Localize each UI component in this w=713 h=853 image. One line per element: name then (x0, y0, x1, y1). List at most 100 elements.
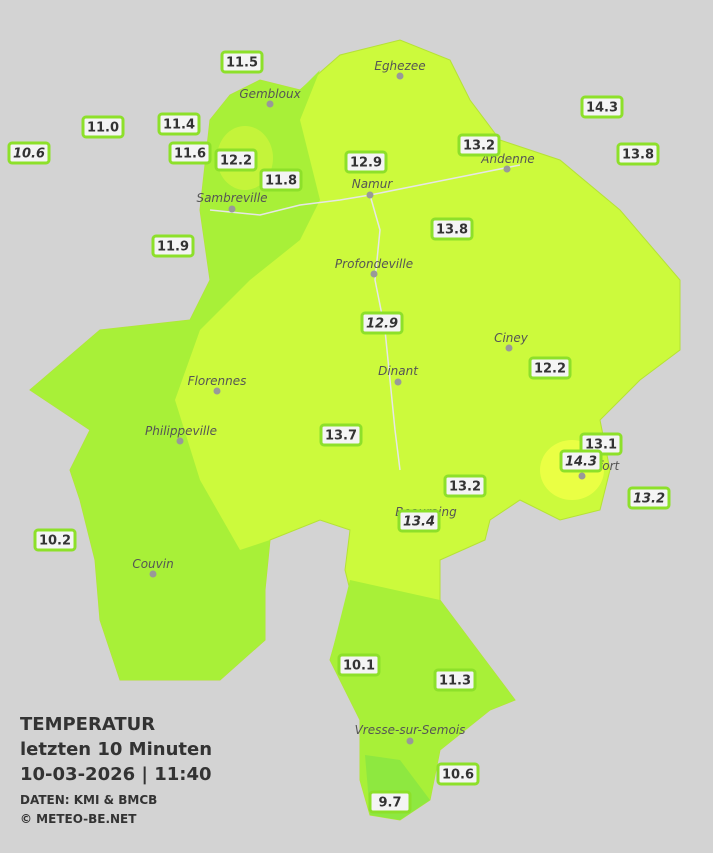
station-box (81, 115, 125, 139)
station-value: 14.3 (586, 101, 618, 116)
city-dot (396, 72, 404, 80)
legend-title: TEMPERATUR (20, 714, 155, 735)
city-dot (505, 344, 513, 352)
cooler-zone-west (30, 70, 320, 680)
legend-period: letzten 10 Minuten (20, 739, 212, 760)
station-value: 10.6 (442, 768, 474, 783)
station-box (157, 112, 201, 136)
station-box (220, 50, 264, 74)
station-value: 11.5 (226, 56, 258, 71)
station-box (151, 234, 195, 258)
station-value: 11.4 (163, 118, 195, 133)
city-dot (406, 737, 414, 745)
station-value: 10.6 (13, 147, 45, 162)
station-value: 11.3 (439, 674, 471, 689)
city-label: Dinant (378, 364, 419, 378)
station-label: 12.9 (344, 150, 388, 174)
station-box (344, 150, 388, 174)
station-box (360, 311, 404, 335)
station-label: 11.4 (157, 112, 201, 136)
city-label: Namur (352, 177, 394, 191)
station-box (627, 486, 671, 510)
station-box (319, 423, 363, 447)
station-value: 13.7 (325, 429, 357, 444)
station-value: 11.6 (174, 147, 206, 162)
station-value: 13.8 (436, 223, 468, 238)
station-label: 13.2 (627, 486, 671, 510)
station-value: 13.2 (463, 139, 495, 154)
station-label: 11.8 (259, 168, 303, 192)
station-label: 10.2 (33, 528, 77, 552)
station-box (397, 509, 441, 533)
station-value: 13.2 (449, 480, 481, 495)
city-label: Sambreville (196, 191, 267, 205)
station-box (436, 762, 480, 786)
legend-datetime: 10-03-2026 | 11:40 (20, 764, 212, 785)
station-box (337, 653, 381, 677)
station-box (7, 141, 51, 165)
city-label: Vresse-sur-Semois (355, 723, 466, 737)
legend-source: DATEN: KMI & BMCB (20, 793, 157, 807)
station-label: 13.2 (443, 474, 487, 498)
station-value: 12.2 (220, 154, 252, 169)
city-dot (503, 165, 511, 173)
station-box (168, 141, 212, 165)
legend-copyright: © METEO-BE.NET (20, 812, 137, 826)
station-label: 13.7 (319, 423, 363, 447)
city-label: Eghezee (374, 59, 425, 73)
legend: TEMPERATUR letzten 10 Minuten 10-03-2026… (20, 714, 212, 826)
station-label: 14.3 (559, 449, 603, 473)
city-dot (176, 437, 184, 445)
station-box (368, 790, 412, 814)
city-dot (394, 378, 402, 386)
station-label: 11.0 (81, 115, 125, 139)
station-box (259, 168, 303, 192)
station-box (33, 528, 77, 552)
station-box (430, 217, 474, 241)
station-label: 14.3 (580, 95, 624, 119)
station-value: 13.2 (633, 492, 665, 507)
city-label: Florennes (188, 374, 247, 388)
station-label: 13.2 (457, 133, 501, 157)
station-box (528, 356, 572, 380)
city-dot (266, 100, 274, 108)
station-value: 12.9 (366, 317, 398, 332)
station-label: 10.1 (337, 653, 381, 677)
station-box (580, 95, 624, 119)
station-box (433, 668, 477, 692)
station-label: 11.3 (433, 668, 477, 692)
station-label: 11.6 (168, 141, 212, 165)
city-dot (149, 570, 157, 578)
city-label: Philippeville (145, 424, 217, 438)
station-value: 13.1 (585, 438, 617, 453)
station-value: 13.8 (622, 148, 654, 163)
station-label: 10.6 (7, 141, 51, 165)
station-value: 11.9 (157, 240, 189, 255)
station-label: 13.8 (616, 142, 660, 166)
stations: 11.5 11.0 11.4 10.6 11.6 12.2 11.8 12.9 13.2 14.3… (7, 50, 671, 814)
station-label: 10.6 (436, 762, 480, 786)
station-box (559, 449, 603, 473)
city-dot (578, 472, 586, 480)
city-dot (366, 191, 374, 199)
station-label: 11.9 (151, 234, 195, 258)
station-value: 13.4 (403, 515, 435, 530)
city-label: Gembloux (239, 87, 301, 101)
city-dot (228, 205, 236, 213)
station-label: 9.7 (368, 790, 412, 814)
city-label: Couvin (132, 557, 173, 571)
station-label: 12.2 (214, 148, 258, 172)
city-dot (370, 270, 378, 278)
station-label: 12.9 (360, 311, 404, 335)
station-value: 10.1 (343, 659, 375, 674)
station-box (214, 148, 258, 172)
station-value: 11.0 (87, 121, 119, 136)
station-label: 13.8 (430, 217, 474, 241)
station-value: 12.9 (350, 156, 382, 171)
station-label: 11.5 (220, 50, 264, 74)
station-box (457, 133, 501, 157)
station-label: 12.2 (528, 356, 572, 380)
city-label: Ciney (494, 331, 529, 345)
station-box (443, 474, 487, 498)
